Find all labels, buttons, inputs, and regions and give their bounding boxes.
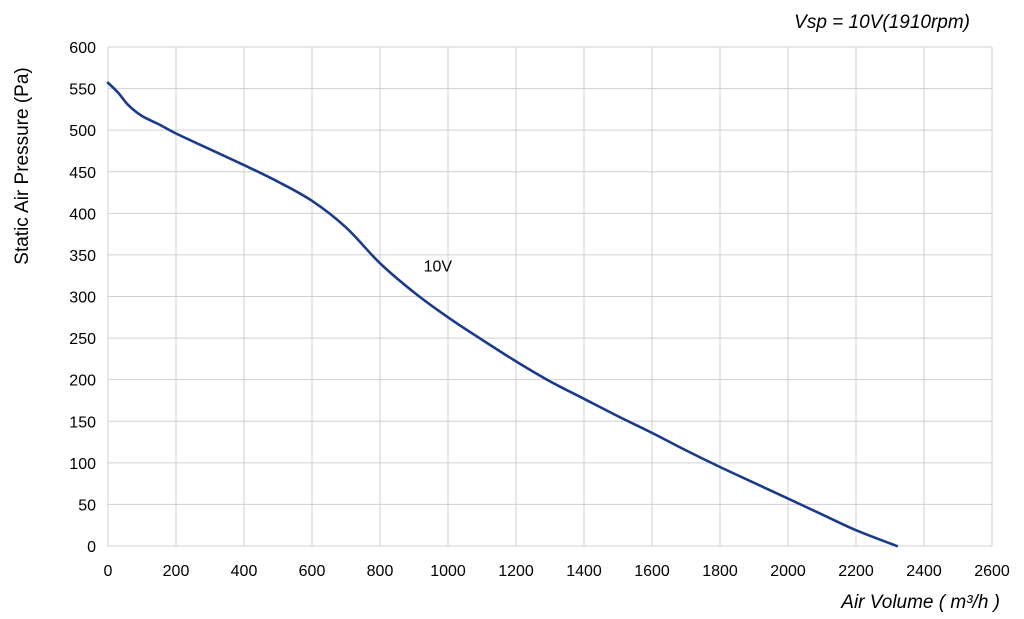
y-tick-label-600: 600 [69,40,96,57]
x-tick-label-1200: 1200 [498,563,534,580]
y-tick-label-150: 150 [69,414,96,431]
series-group [106,81,899,548]
x-tick-label-2000: 2000 [770,563,806,580]
y-tick-label-500: 500 [69,123,96,140]
x-axis-ticks: 0 200 400 600 800 1000 1200 1400 1600 1800 2000 220… [104,563,1010,580]
x-tick-label-1800: 1800 [702,563,738,580]
y-tick-label-200: 200 [69,373,96,390]
x-tick-label-2400: 2400 [906,563,942,580]
x-axis-title: Air Volume ( m³/h ) [840,592,1000,613]
y-axis-title: Static Air Pressure (Pa) [12,67,33,264]
series-line-10v [106,81,899,548]
x-tick-label-400: 400 [231,563,258,580]
y-tick-label-50: 50 [78,497,96,514]
x-tick-label-800: 800 [367,563,394,580]
y-tick-label-0: 0 [87,539,96,556]
y-tick-label-300: 300 [69,290,96,307]
y-tick-label-450: 450 [69,165,96,182]
grid [107,46,993,547]
y-tick-label-550: 550 [69,82,96,99]
y-tick-label-350: 350 [69,248,96,265]
x-tick-label-0: 0 [104,563,113,580]
x-tick-label-200: 200 [163,563,190,580]
y-axis-ticks: 0 50 100 150 200 250 300 350 400 450 500 550 600 [69,40,96,556]
annotations-group: 10V [424,259,453,276]
x-tick-label-1600: 1600 [634,563,670,580]
y-tick-label-250: 250 [69,331,96,348]
y-tick-label-400: 400 [69,206,96,223]
top-right-annotation: Vsp = 10V(1910rpm) [794,12,970,33]
x-tick-label-600: 600 [299,563,326,580]
x-tick-label-1400: 1400 [566,563,602,580]
x-tick-label-1000: 1000 [430,563,466,580]
x-tick-label-2200: 2200 [838,563,874,580]
x-tick-label-2600: 2600 [974,563,1010,580]
y-tick-label-100: 100 [69,456,96,473]
series-label-10v: 10V [424,259,453,276]
